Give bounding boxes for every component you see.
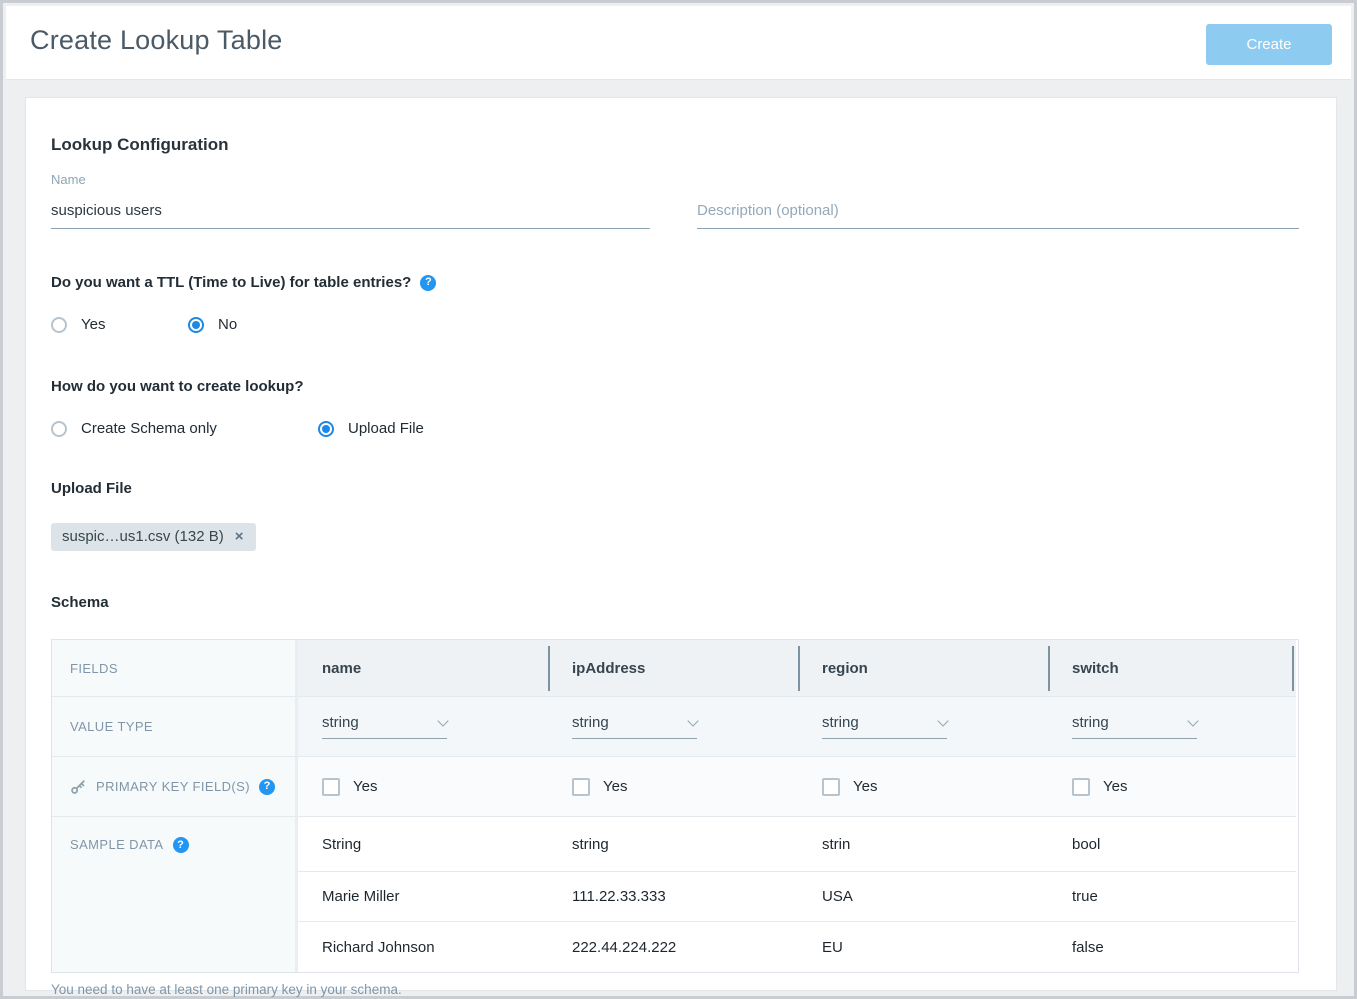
- selected-value: string: [572, 714, 609, 731]
- value-type-cell-switch: string: [1048, 697, 1296, 757]
- lookup-configuration-panel: Lookup Configuration Name Do you want a …: [25, 97, 1337, 997]
- value-type-cell-region: string: [798, 697, 1048, 757]
- page-title: Create Lookup Table: [30, 25, 283, 55]
- sample-cell: true: [1048, 872, 1296, 922]
- sample-cell: 222.44.224.222: [548, 922, 798, 972]
- column-header-switch: switch: [1048, 640, 1296, 697]
- checkbox-label: Yes: [1103, 778, 1128, 795]
- radio-checked-icon[interactable]: [188, 316, 204, 333]
- primary-key-checkbox-ipaddress[interactable]: [572, 777, 590, 796]
- selected-value: string: [1072, 714, 1109, 731]
- schema-heading: Schema: [51, 594, 109, 611]
- create-method-question: How do you want to create lookup?: [51, 378, 1299, 395]
- value-type-cell-name: string: [298, 697, 548, 757]
- value-type-row-label: VALUE TYPE: [70, 719, 153, 734]
- chevron-down-icon: [937, 715, 949, 727]
- create-schema-only-label: Create Schema only: [81, 420, 217, 437]
- upload-file-heading: Upload File: [51, 480, 132, 497]
- sample-cell: String: [298, 817, 548, 872]
- name-label: Name: [51, 172, 86, 187]
- selected-value: string: [322, 714, 359, 731]
- key-icon: [71, 780, 85, 794]
- sample-cell: 111.22.33.333: [548, 872, 798, 922]
- page-header: Create Lookup Table Create: [6, 6, 1351, 80]
- sample-data-row-label: SAMPLE DATA: [70, 837, 164, 852]
- checkbox-label: Yes: [353, 778, 378, 795]
- sample-cell: Marie Miller: [298, 872, 548, 922]
- ttl-help-icon[interactable]: ?: [420, 274, 437, 291]
- value-type-select-ipaddress[interactable]: string: [572, 714, 699, 739]
- upload-file-label: Upload File: [348, 420, 424, 437]
- sample-cell: string: [548, 817, 798, 872]
- uploaded-file-chip: suspic…us1.csv (132 B) ×: [51, 523, 256, 551]
- radio-checked-icon[interactable]: [318, 420, 334, 437]
- description-input[interactable]: [697, 198, 1299, 229]
- sample-data-row-label-cell: SAMPLE DATA ?: [52, 817, 298, 972]
- value-type-row-label-cell: VALUE TYPE: [52, 697, 298, 757]
- sample-cell: bool: [1048, 817, 1296, 872]
- ttl-radio-yes[interactable]: Yes: [51, 316, 188, 333]
- primary-key-cell-region: Yes: [798, 757, 1048, 817]
- primary-key-cell-ipaddress: Yes: [548, 757, 798, 817]
- selected-value: string: [822, 714, 859, 731]
- section-title-lookup-configuration: Lookup Configuration: [51, 135, 229, 154]
- remove-file-icon[interactable]: ×: [234, 528, 244, 545]
- primary-key-help-icon[interactable]: ?: [258, 778, 275, 795]
- ttl-radio-group: Yes No: [51, 316, 1299, 333]
- sample-data-help-icon[interactable]: ?: [172, 837, 189, 853]
- column-header-ipaddress: ipAddress: [548, 640, 798, 697]
- radio-create-schema-only[interactable]: Create Schema only: [51, 420, 318, 437]
- checkbox-label: Yes: [853, 778, 878, 795]
- value-type-select-name[interactable]: string: [322, 714, 449, 739]
- create-method-question-text: How do you want to create lookup?: [51, 378, 304, 395]
- ttl-no-label: No: [218, 316, 238, 333]
- primary-key-row-label: PRIMARY KEY FIELD(S): [96, 779, 250, 794]
- value-type-select-switch[interactable]: string: [1072, 714, 1199, 739]
- sample-cell: USA: [798, 872, 1048, 922]
- primary-key-cell-switch: Yes: [1048, 757, 1296, 817]
- schema-table: FIELDS name ipAddress region switch VALU…: [51, 639, 1299, 973]
- name-input[interactable]: [51, 198, 650, 229]
- value-type-cell-ipaddress: string: [548, 697, 798, 757]
- chevron-down-icon: [687, 715, 699, 727]
- checkbox-label: Yes: [603, 778, 628, 795]
- ttl-yes-label: Yes: [81, 316, 106, 333]
- chevron-down-icon: [1187, 715, 1199, 727]
- radio-upload-file[interactable]: Upload File: [318, 420, 424, 437]
- name-field-block: Name: [51, 172, 650, 229]
- column-header-region: region: [798, 640, 1048, 697]
- create-method-radio-group: Create Schema only Upload File: [51, 420, 1299, 437]
- sample-cell: EU: [798, 922, 1048, 972]
- sample-cell: false: [1048, 922, 1296, 972]
- name-description-row: Name: [51, 172, 1299, 229]
- ttl-question-text: Do you want a TTL (Time to Live) for tab…: [51, 274, 412, 291]
- uploaded-file-name: suspic…us1.csv (132 B): [62, 528, 224, 545]
- primary-key-footnote: You need to have at least one primary ke…: [51, 982, 402, 997]
- create-button[interactable]: Create: [1206, 24, 1332, 65]
- radio-unchecked-icon[interactable]: [51, 316, 67, 333]
- sample-cell: Richard Johnson: [298, 922, 548, 972]
- ttl-question: Do you want a TTL (Time to Live) for tab…: [51, 274, 1299, 291]
- sample-cell: strin: [798, 817, 1048, 872]
- fields-row-label: FIELDS: [70, 660, 118, 676]
- primary-key-checkbox-switch[interactable]: [1072, 777, 1090, 796]
- column-header-name: name: [298, 640, 548, 697]
- primary-key-checkbox-name[interactable]: [322, 777, 340, 796]
- fields-row-label-cell: FIELDS: [52, 640, 298, 697]
- primary-key-row-label-cell: PRIMARY KEY FIELD(S) ?: [52, 757, 298, 817]
- value-type-select-region[interactable]: string: [822, 714, 949, 739]
- radio-unchecked-icon[interactable]: [51, 420, 67, 437]
- primary-key-cell-name: Yes: [298, 757, 548, 817]
- chevron-down-icon: [437, 715, 449, 727]
- ttl-radio-no[interactable]: No: [188, 316, 237, 333]
- primary-key-checkbox-region[interactable]: [822, 777, 840, 796]
